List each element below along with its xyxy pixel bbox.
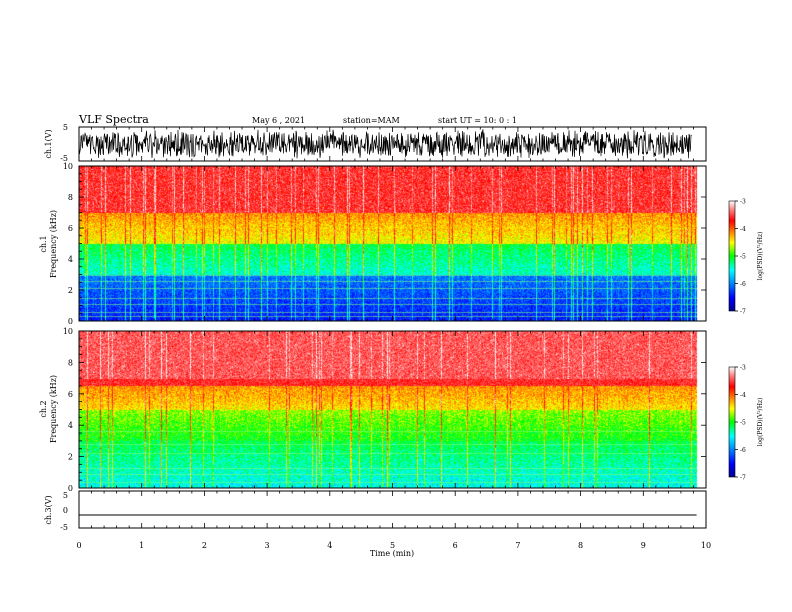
freq-tick-label: 4 <box>68 421 73 430</box>
freq-tick-label: 0 <box>68 317 73 326</box>
ch2-colorbar: -3 -4 -5 -6 -7 log(PSD)(V²/Hz) <box>728 365 764 482</box>
ch3-ytick-bottom: -5 <box>60 523 68 532</box>
time-tick-label: 5 <box>390 541 395 550</box>
ch1-spectrogram-image <box>79 166 706 321</box>
ch1-colorbar-gradient <box>728 200 736 312</box>
time-tick-label: 1 <box>139 541 144 550</box>
ch1-colorbar-label: log(PSD)(V²/Hz) <box>757 232 764 281</box>
ch1-ylabel: ch.1(V) <box>44 129 53 158</box>
freq-tick-label: 6 <box>68 224 73 233</box>
time-tick-label: 10 <box>701 541 711 550</box>
time-tick-label: 7 <box>515 541 520 550</box>
ch1-spec-ylabel-line2: Frequency (kHz) <box>49 210 58 278</box>
freq-tick-label: 2 <box>68 453 73 462</box>
ch1-ytick-top: 5 <box>63 123 68 132</box>
freq-tick-label: 4 <box>68 255 73 264</box>
freq-tick-label: 10 <box>63 327 73 336</box>
ch1-colorbar-ticks: -3 -4 -5 -6 -7 <box>735 199 746 316</box>
time-tick-label: 9 <box>641 541 646 550</box>
freq-tick-label: 8 <box>68 358 73 367</box>
time-tick-label: 8 <box>578 541 583 550</box>
time-tick-label: 3 <box>265 541 270 550</box>
ch2-freq-ticks: 0 2 4 6 8 10 <box>63 327 706 493</box>
ch3-ylabel: ch.3(V) <box>44 495 53 524</box>
ch1-spectrogram-panel: 0 2 4 6 8 10 ch.1 Frequency (kHz) <box>39 162 707 326</box>
ch2-colorbar-ticks: -3 -4 -5 -6 -7 <box>735 365 746 482</box>
ch2-spec-ylabel-line1: ch.2 <box>39 400 48 417</box>
colorbar-tick-label: -6 <box>740 281 746 288</box>
colorbar-tick-label: -3 <box>740 365 746 372</box>
colorbar-tick-label: -3 <box>740 199 746 206</box>
colorbar-tick-label: -4 <box>740 226 746 233</box>
ch3-waveform-panel: 5 0 -5 ch.3(V) <box>44 490 707 532</box>
ch2-colorbar-gradient <box>728 366 736 478</box>
freq-tick-label: 10 <box>63 162 73 171</box>
freq-tick-label: 8 <box>68 193 73 202</box>
figure-title: VLF Spectra <box>78 113 149 126</box>
ch1-ytick-bottom: -5 <box>60 154 68 163</box>
time-tick-label: 2 <box>202 541 207 550</box>
ch2-spectrogram-image <box>79 331 706 488</box>
freq-tick-label: 2 <box>68 286 73 295</box>
ch1-waveform-trace <box>78 129 692 159</box>
ch3-ytick-top: 5 <box>63 491 68 500</box>
time-axis-label: Time (min) <box>370 549 414 558</box>
freq-tick-label: 6 <box>68 390 73 399</box>
colorbar-tick-label: -5 <box>740 420 746 427</box>
ch2-colorbar-label: log(PSD)(V²/Hz) <box>757 398 764 447</box>
date-label: May 6 , 2021 <box>252 116 305 125</box>
time-tick-label: 4 <box>327 541 332 550</box>
colorbar-tick-label: -5 <box>740 254 746 261</box>
ch2-spec-ylabel-line2: Frequency (kHz) <box>49 375 58 443</box>
ch1-waveform-path <box>78 129 692 159</box>
colorbar-tick-label: -7 <box>740 309 746 316</box>
colorbar-tick-label: -4 <box>740 392 746 399</box>
time-axis: 0 1 2 3 4 5 6 7 8 9 10 <box>76 127 711 550</box>
ch2-spectrogram-panel: 0 2 4 6 8 10 ch.2 Frequency (kHz) <box>39 327 707 493</box>
colorbar-tick-label: -6 <box>740 447 746 454</box>
time-tick-label: 6 <box>453 541 458 550</box>
ch1-freq-ticks: 0 2 4 6 8 10 <box>63 162 706 326</box>
ch3-waveform-frame <box>78 490 707 529</box>
time-tick-label: 0 <box>76 541 81 550</box>
freq-tick-label: 0 <box>68 484 73 493</box>
ch3-ytick-mid: 0 <box>63 506 68 515</box>
ch1-colorbar: -3 -4 -5 -6 -7 log(PSD)(V²/Hz) <box>728 199 764 316</box>
start-time-label: start UT = 10: 0 : 1 <box>438 116 517 125</box>
ch1-spec-ylabel-line1: ch.1 <box>39 235 48 252</box>
colorbar-tick-label: -7 <box>740 475 746 482</box>
ch1-waveform-panel: 5 -5 ch.1(V) <box>44 123 707 163</box>
station-label: station=MAM <box>343 116 400 125</box>
